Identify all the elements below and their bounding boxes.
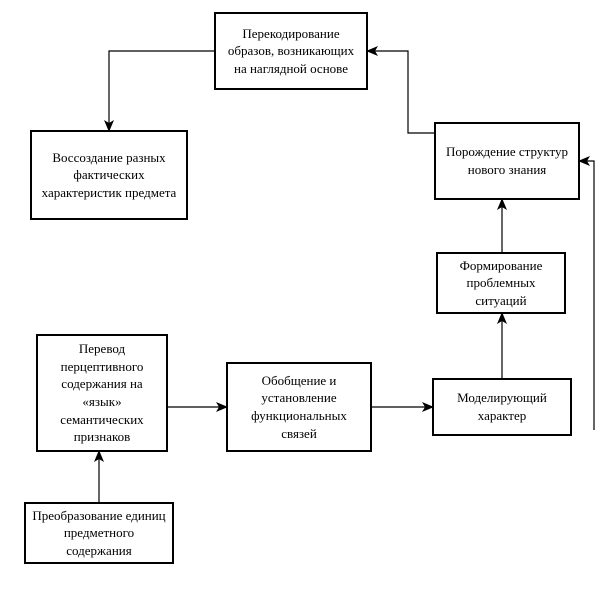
node-label: Моделирующий характер bbox=[440, 389, 564, 424]
node-transform: Преобразование единиц предметного содерж… bbox=[24, 502, 174, 564]
edge-recoding-to-recreate bbox=[109, 51, 214, 130]
node-generalize: Обобщение и установление функциональных … bbox=[226, 362, 372, 452]
edge-generation-to-recoding bbox=[368, 51, 434, 133]
node-label: Перевод перцептивного содержания на «язы… bbox=[44, 340, 160, 445]
node-modeling: Моделирующий характер bbox=[432, 378, 572, 436]
node-label: Порождение структур нового знания bbox=[442, 143, 572, 178]
node-label: Формирование проблемных ситуаций bbox=[444, 257, 558, 310]
node-label: Воссоздание разных фактических характери… bbox=[38, 149, 180, 202]
node-problems: Формирование проблемных ситуаций bbox=[436, 252, 566, 314]
node-generation: Порождение структур нового знания bbox=[434, 122, 580, 200]
node-label: Перекодирование образов, возникающих на … bbox=[222, 25, 360, 78]
diagram-canvas: Перекодирование образов, возникающих на … bbox=[0, 0, 607, 595]
node-label: Обобщение и установление функциональных … bbox=[234, 372, 364, 442]
edge-generation_side-to-generation bbox=[580, 161, 594, 430]
node-recreate: Воссоздание разных фактических характери… bbox=[30, 130, 188, 220]
node-recoding: Перекодирование образов, возникающих на … bbox=[214, 12, 368, 90]
node-label: Преобразование единиц предметного содерж… bbox=[32, 507, 166, 560]
node-translate: Перевод перцептивного содержания на «язы… bbox=[36, 334, 168, 452]
